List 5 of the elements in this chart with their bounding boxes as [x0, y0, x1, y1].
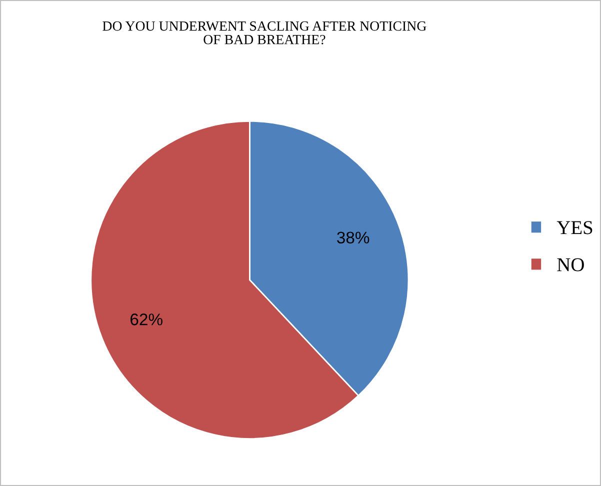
data-label: 62% [130, 314, 162, 326]
legend-label: YES [556, 221, 592, 234]
data-label: 38% [337, 232, 370, 244]
chart-title: DO YOU UNDERWENT SACLING AFTER NOTICING OF BAD BREATHE? [102, 21, 426, 44]
legend-label: NO [557, 258, 584, 272]
